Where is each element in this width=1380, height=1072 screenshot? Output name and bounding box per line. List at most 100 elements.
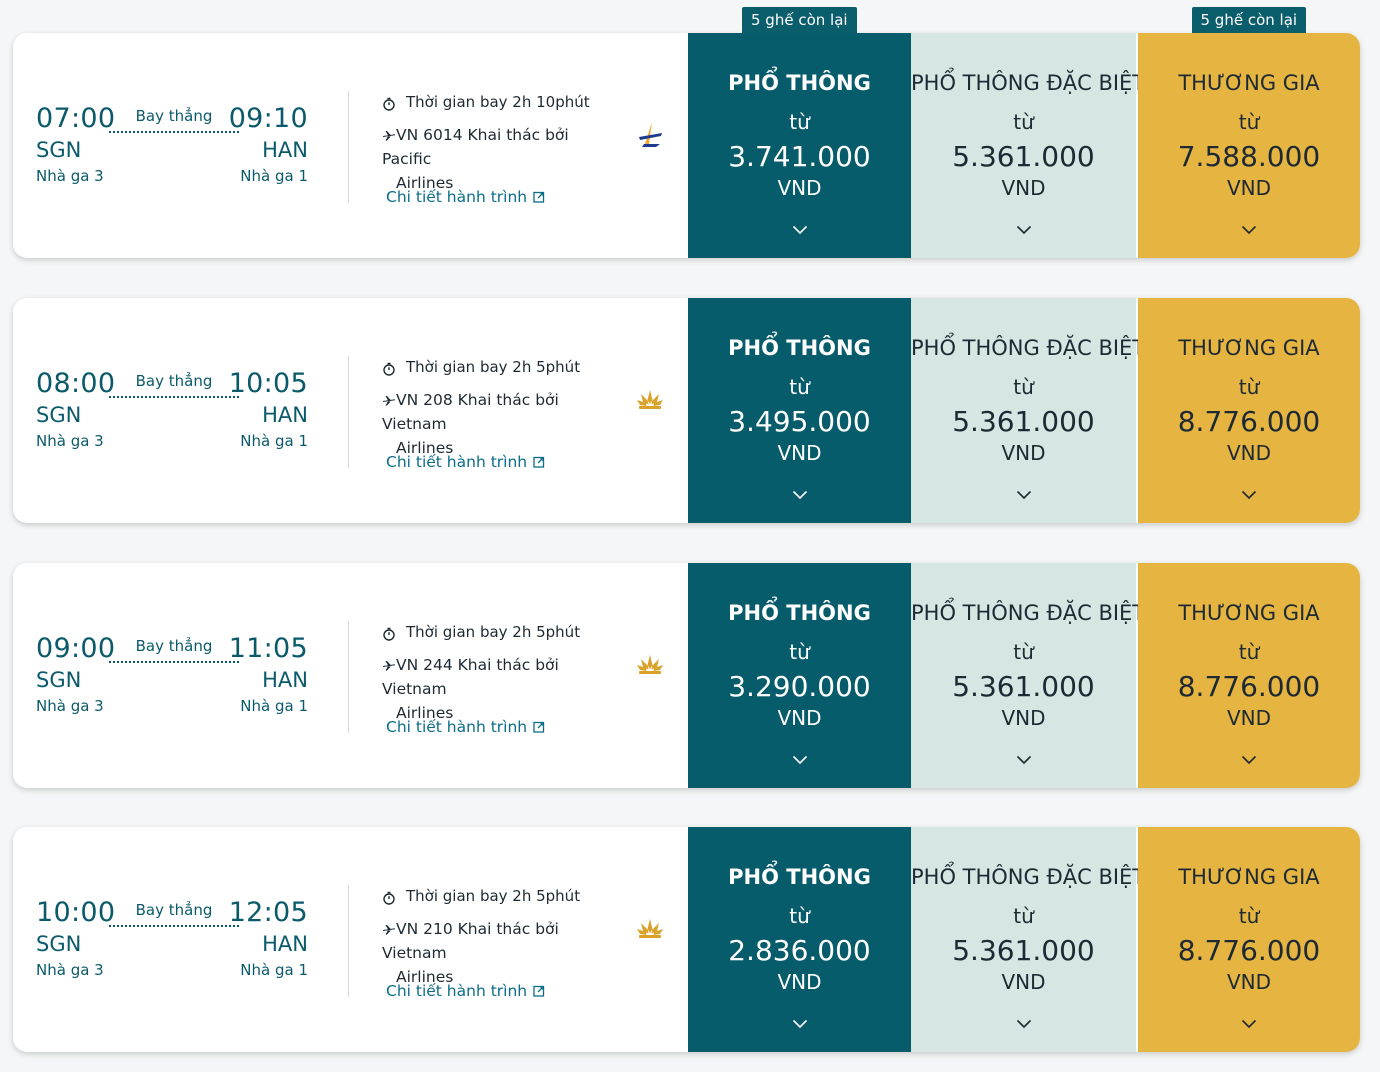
- fare-economy[interactable]: PHỔ THÔNG từ 3.290.000 VND: [688, 563, 911, 788]
- fare-currency: VND: [1226, 706, 1272, 730]
- divider: [348, 621, 349, 733]
- vietnam-airlines-lotus-logo-icon: [636, 385, 664, 413]
- departure-airport-code: SGN: [36, 403, 82, 427]
- route-dotted-line: [109, 396, 239, 398]
- external-link-icon: [533, 721, 545, 733]
- fare-class-label: PHỔ THÔNG ĐẶC BIỆT: [911, 71, 1146, 95]
- plane-icon: [383, 925, 395, 935]
- fare-price: 2.836.000: [728, 934, 871, 967]
- flight-duration: Thời gian bay 2h 5phút: [382, 887, 580, 905]
- fare-class-label: PHỔ THÔNG ĐẶC BIỆT: [911, 865, 1146, 889]
- departure-time: 07:00: [36, 103, 116, 134]
- fare-premium-economy[interactable]: PHỔ THÔNG ĐẶC BIỆT từ 5.361.000 VND: [911, 33, 1146, 258]
- direct-flight-label: Bay thẳng: [135, 901, 213, 919]
- itinerary-details-link[interactable]: Chi tiết hành trình: [386, 188, 545, 206]
- plane-icon: [383, 131, 395, 141]
- fare-price: 7.588.000: [1177, 140, 1321, 173]
- fare-currency: VND: [1001, 176, 1046, 200]
- flight-duration-text: Thời gian bay 2h 5phút: [406, 623, 581, 641]
- flight-card-body: 07:00 SGN Nhà ga 3 Bay thẳng 09:10 HAN N…: [13, 33, 1360, 258]
- fare-class-label: THƯƠNG GIA: [1178, 336, 1320, 360]
- fare-price: 8.776.000: [1177, 934, 1321, 967]
- arrival-terminal: Nhà ga 1: [240, 961, 308, 979]
- flight-info: Thời gian bay 2h 5phút VN 208 Khai thác …: [378, 298, 678, 523]
- fare-business[interactable]: THƯƠNG GIA từ 7.588.000 VND: [1138, 33, 1360, 258]
- flight-number: VN 244 Khai thác bởi Vietnam Airlines: [382, 653, 620, 725]
- fare-from-label: từ: [1238, 904, 1260, 928]
- direct-flight-label: Bay thẳng: [135, 637, 213, 655]
- flight-card: 07:00 SGN Nhà ga 3 Bay thẳng 09:10 HAN N…: [13, 7, 1360, 258]
- arrival-airport-code: HAN: [262, 932, 308, 956]
- seats-left-badge: 5 ghế còn lại: [1191, 7, 1307, 33]
- fare-premium-economy[interactable]: PHỔ THÔNG ĐẶC BIỆT từ 5.361.000 VND: [911, 298, 1146, 523]
- fare-premium-economy[interactable]: PHỔ THÔNG ĐẶC BIỆT từ 5.361.000 VND: [911, 563, 1145, 788]
- fare-economy[interactable]: PHỔ THÔNG từ 3.741.000 VND: [688, 33, 911, 258]
- fare-economy[interactable]: PHỔ THÔNG từ 3.495.000 VND: [688, 298, 911, 523]
- seats-left-badge: 5 ghế còn lại: [742, 7, 857, 33]
- itinerary-details-label: Chi tiết hành trình: [386, 188, 528, 206]
- fare-business[interactable]: THƯƠNG GIA từ 8.776.000 VND: [1138, 563, 1360, 788]
- departure-airport-code: SGN: [36, 932, 82, 956]
- fare-from-label: từ: [789, 375, 810, 399]
- fare-price: 5.361.000: [952, 934, 1095, 967]
- flight-duration-text: Thời gian bay 2h 5phút: [406, 358, 581, 376]
- flight-number: VN 210 Khai thác bởi Vietnam Airlines: [382, 917, 620, 989]
- departure-airport-code: SGN: [36, 138, 82, 162]
- stopwatch-icon: [383, 362, 395, 376]
- fare-currency: VND: [1001, 970, 1046, 994]
- itinerary-details-link[interactable]: Chi tiết hành trình: [386, 453, 545, 471]
- flight-card: 10:00 SGN Nhà ga 3 Bay thẳng 12:05 HAN N…: [13, 827, 1360, 1052]
- chevron-down-icon: [1016, 490, 1031, 500]
- flight-duration: Thời gian bay 2h 5phút: [382, 623, 580, 641]
- fare-from-label: từ: [1013, 110, 1034, 134]
- divider: [348, 885, 349, 997]
- fare-price: 3.495.000: [728, 405, 871, 438]
- fare-from-label: từ: [1238, 110, 1260, 134]
- itinerary-details-label: Chi tiết hành trình: [386, 982, 528, 1000]
- departure-time: 08:00: [36, 368, 116, 399]
- arrival-airport-code: HAN: [262, 668, 308, 692]
- chevron-down-icon: [792, 225, 807, 235]
- arrival-time: 09:10: [228, 103, 308, 134]
- fare-price: 5.361.000: [952, 670, 1095, 703]
- route-summary: 09:00 SGN Nhà ga 3 Bay thẳng 11:05 HAN N…: [13, 563, 348, 788]
- fare-class-label: PHỔ THÔNG: [728, 865, 871, 889]
- chevron-down-icon: [1241, 1019, 1257, 1029]
- fare-from-label: từ: [789, 110, 810, 134]
- itinerary-details-link[interactable]: Chi tiết hành trình: [386, 718, 545, 736]
- departure-terminal: Nhà ga 3: [36, 961, 104, 979]
- flight-card-body: 08:00 SGN Nhà ga 3 Bay thẳng 10:05 HAN N…: [13, 298, 1360, 523]
- departure-terminal: Nhà ga 3: [36, 167, 104, 185]
- fare-price: 5.361.000: [952, 405, 1095, 438]
- departure-time: 09:00: [36, 633, 116, 664]
- flight-card-body: 09:00 SGN Nhà ga 3 Bay thẳng 11:05 HAN N…: [13, 563, 1360, 788]
- route-dotted-line: [109, 131, 239, 133]
- chevron-down-icon: [1241, 755, 1257, 765]
- fare-currency: VND: [1226, 176, 1272, 200]
- flight-duration-text: Thời gian bay 2h 5phút: [406, 887, 581, 905]
- fare-price: 5.361.000: [952, 140, 1095, 173]
- chevron-down-icon: [792, 755, 807, 765]
- fare-class-label: PHỔ THÔNG ĐẶC BIỆT: [911, 336, 1146, 360]
- flight-number-text: VN 6014 Khai thác bởi Pacific: [382, 126, 569, 168]
- itinerary-details-label: Chi tiết hành trình: [386, 718, 528, 736]
- route-summary: 10:00 SGN Nhà ga 3 Bay thẳng 12:05 HAN N…: [13, 827, 348, 1052]
- flight-duration: Thời gian bay 2h 10phút: [382, 93, 590, 111]
- fare-from-label: từ: [1013, 640, 1034, 664]
- fare-business[interactable]: THƯƠNG GIA từ 8.776.000 VND: [1138, 827, 1360, 1052]
- flight-duration-text: Thời gian bay 2h 10phút: [406, 93, 590, 111]
- divider: [348, 356, 349, 468]
- external-link-icon: [533, 985, 545, 997]
- flight-info: Thời gian bay 2h 5phút VN 210 Khai thác …: [378, 827, 678, 1052]
- itinerary-details-link[interactable]: Chi tiết hành trình: [386, 982, 545, 1000]
- flight-card: 09:00 SGN Nhà ga 3 Bay thẳng 11:05 HAN N…: [13, 563, 1360, 788]
- fare-business[interactable]: THƯƠNG GIA từ 8.776.000 VND: [1138, 298, 1360, 523]
- fare-currency: VND: [777, 176, 822, 200]
- fare-from-label: từ: [1238, 375, 1260, 399]
- stopwatch-icon: [383, 97, 395, 111]
- fare-premium-economy[interactable]: PHỔ THÔNG ĐẶC BIỆT từ 5.361.000 VND: [911, 827, 1146, 1052]
- departure-airport-code: SGN: [36, 668, 82, 692]
- fare-economy[interactable]: PHỔ THÔNG từ 2.836.000 VND: [688, 827, 911, 1052]
- chevron-down-icon: [1241, 490, 1257, 500]
- chevron-down-icon: [1016, 755, 1031, 765]
